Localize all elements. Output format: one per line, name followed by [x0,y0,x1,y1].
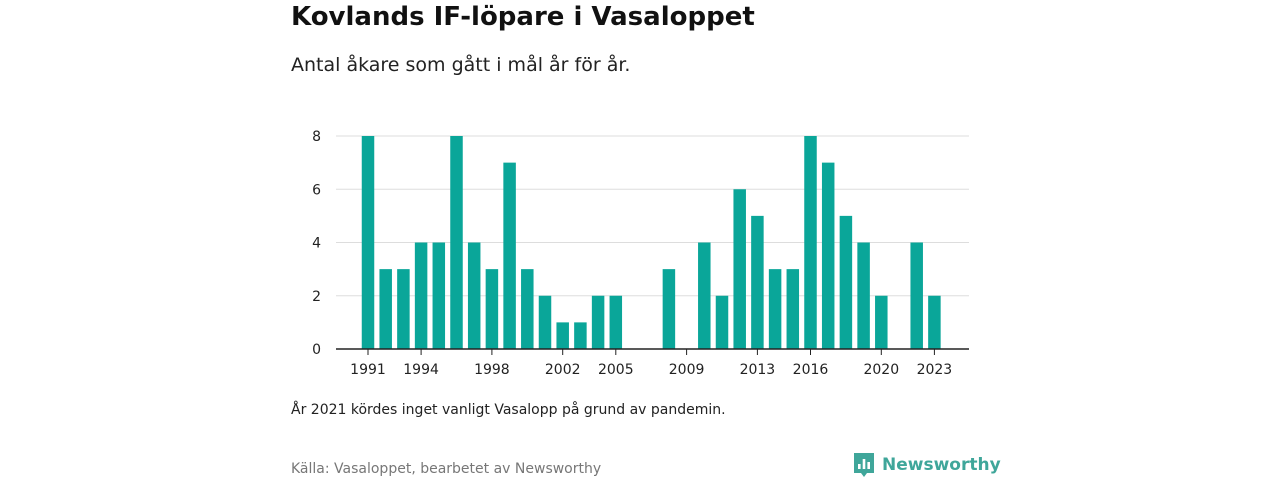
x-tick-label: 2020 [863,362,899,378]
x-tick-label: 2002 [545,362,581,378]
bar-1991[interactable] [361,136,375,349]
bar-2013[interactable] [751,215,764,349]
bar-1995[interactable] [432,242,446,350]
x-tick-label: 2013 [740,362,776,378]
bar-2002[interactable] [556,322,569,349]
bar-layer [361,136,941,350]
bar-2005[interactable] [609,295,623,349]
x-tick-label: 1994 [403,362,439,378]
bar-1994[interactable] [414,242,428,350]
chart-title: Kovlands IF-löpare i Vasaloppet [291,2,755,32]
y-tick-label: 0 [312,342,321,358]
bar-2003[interactable] [574,322,587,349]
bar-2001[interactable] [538,295,552,349]
bar-2015[interactable] [786,269,800,349]
bar-2019[interactable] [857,242,870,350]
x-tick-label: 1991 [350,362,386,378]
x-tick-label: 2023 [917,362,953,378]
bar-2023[interactable] [928,295,941,349]
y-tick-label: 6 [312,182,321,198]
bar-2016[interactable] [804,136,817,349]
bar-2000[interactable] [521,269,534,349]
bar-2011[interactable] [715,295,729,349]
source-credit: Källa: Vasaloppet, bearbetet av Newswort… [291,461,602,477]
y-tick-label: 2 [312,289,321,305]
bar-2017[interactable] [821,162,835,349]
bar-1999[interactable] [503,162,516,349]
x-tick-label: 2016 [793,362,829,378]
bar-1996[interactable] [450,136,463,349]
bar-1993[interactable] [397,269,410,349]
bar-2010[interactable] [698,242,711,350]
chart-note: År 2021 kördes inget vanligt Vasalopp på… [291,402,726,418]
bar-2008[interactable] [662,269,676,349]
newsworthy-logo-icon [854,453,874,477]
chart-subtitle: Antal åkare som gått i mål år för år. [291,54,631,76]
y-tick-label: 8 [312,129,321,145]
bar-1997[interactable] [467,242,481,350]
bar-2014[interactable] [768,269,782,349]
bar-2012[interactable] [733,189,746,349]
bar-1998[interactable] [485,269,499,349]
chart-card: Kovlands IF-löpare i Vasaloppet Antal åk… [291,0,1001,480]
grid-layer [336,135,969,297]
brand-name: Newsworthy [882,455,1001,475]
bar-1992[interactable] [379,269,392,349]
bar-2022[interactable] [910,242,923,350]
x-tick-label: 1998 [474,362,510,378]
axis-layer: 0 2 4 6 8 1991 1994 1998 2002 2005 2009 2013 2016 202… [312,129,969,378]
x-tick-label: 2005 [598,362,634,378]
bar-2020[interactable] [875,295,888,349]
bar-chart: 0 2 4 6 8 1991 1994 1998 2002 2005 2009 2013 2016 202… [312,129,969,378]
bar-2004[interactable] [591,295,605,349]
newsworthy-logo[interactable]: Newsworthy [853,452,1001,478]
x-tick-label: 2009 [669,362,705,378]
y-tick-label: 4 [312,236,321,252]
bar-2018[interactable] [839,215,853,349]
